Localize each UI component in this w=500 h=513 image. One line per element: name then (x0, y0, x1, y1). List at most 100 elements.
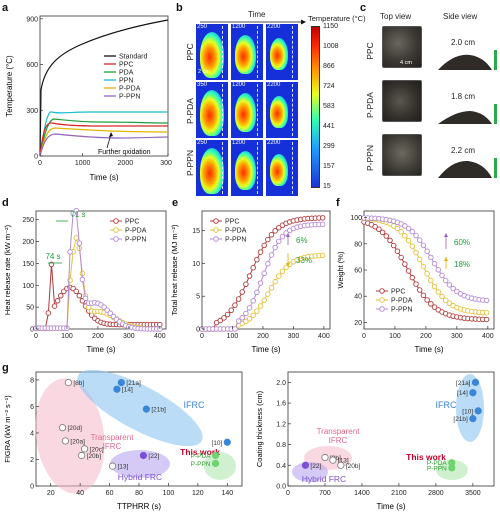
xtick-label: 1400 (354, 490, 370, 497)
series-marker (232, 326, 238, 332)
series-marker (416, 237, 423, 243)
panel-c-col-side: Side view (443, 12, 478, 21)
series-marker (51, 303, 58, 309)
legend-label-ppc: PPC (125, 219, 139, 226)
legend-label-p-ppn: P-PPN (125, 237, 146, 244)
legend-marker (213, 227, 219, 233)
ytick-label: 0.8 (276, 442, 286, 449)
xtick-label: 1000 (75, 160, 91, 167)
g2-region-ifrc (456, 374, 484, 442)
thermal-row-p-ppn: P-PPN (185, 150, 195, 176)
series-marker (319, 215, 326, 221)
dashed-guide (257, 26, 258, 78)
ytick-label: 100 (22, 283, 34, 290)
legend-label-p-pda: P-PDA (119, 86, 141, 93)
series-marker (232, 302, 238, 308)
series-marker (254, 289, 260, 296)
point-label: [8b] (73, 380, 84, 387)
series-marker (383, 233, 390, 239)
colorbar (311, 26, 320, 188)
point-label: [20b] (346, 463, 361, 470)
point-label: [13] (338, 458, 349, 465)
time-stamp: 1200 (232, 24, 246, 30)
oxidation-arrowhead (109, 132, 113, 137)
g1-label-hybrid: Hybrid FRC (118, 472, 162, 482)
g1-label-transparent: Transparent IFRC (91, 433, 135, 451)
series-marker (217, 317, 224, 324)
curve-p-ppn (39, 133, 169, 157)
series-marker (413, 232, 419, 239)
series-marker (442, 277, 449, 284)
legend-label-standard: Standard (119, 54, 148, 61)
ytick-label: 50 (26, 305, 34, 312)
thermal-scale-label: 2 cm (198, 69, 210, 75)
point-21a (117, 379, 125, 387)
xtick-label: 80 (135, 490, 143, 497)
series-marker (450, 285, 456, 292)
xtick-label: 100 (61, 333, 73, 340)
panel-letter-e: e (172, 197, 179, 209)
thermal-frame: 250 (196, 24, 228, 80)
ytick-label: 0 (196, 327, 200, 334)
series-marker (390, 242, 397, 249)
series-marker (435, 289, 442, 295)
dashed-guide (222, 142, 223, 194)
thermal-frame: 2200 (266, 82, 298, 138)
point-label: P-PDA (427, 460, 448, 467)
panel-a-ylabel: Temperature (°C) (5, 55, 14, 117)
panel-e-xlabel: Time (s) (251, 345, 280, 354)
xtick-label: 40 (76, 490, 84, 497)
point-20a (61, 437, 70, 445)
series-marker (424, 248, 430, 254)
series-marker (79, 276, 86, 283)
series-marker (246, 273, 253, 279)
series-marker (319, 252, 326, 259)
g1-label-ifrc: IFRC (184, 400, 205, 410)
legend-label-ppc: PPC (391, 289, 405, 296)
f-ann1: 60% (454, 238, 470, 247)
point-label: [20c] (90, 446, 104, 453)
g1-ylabel: FIGRA (kW m⁻² s⁻¹) (3, 395, 12, 463)
point-label: P-PPN (191, 461, 211, 468)
ytick-label: 150 (22, 261, 34, 268)
thermal-frame: 2200 (266, 140, 298, 196)
point-label: [14] (122, 387, 133, 394)
point-label: [14] (457, 390, 468, 397)
curve-ppc (39, 122, 168, 157)
e-ann1: 6% (296, 236, 308, 245)
series-marker (446, 282, 453, 288)
xtick-label: 2800 (428, 490, 444, 497)
xtick-label: 100 (163, 490, 175, 497)
ytick-label: 0.0 (276, 484, 286, 491)
g2-label-ifrc: IFRC (436, 400, 457, 410)
point-14 (113, 385, 121, 393)
ytick-label: 1.6 (276, 401, 286, 408)
panel-d-ylabel: Heat release rate (kW m⁻²) (3, 224, 12, 315)
point-13 (329, 456, 337, 464)
legend-marker (379, 306, 385, 312)
ytick-label: 60 (354, 268, 362, 275)
legend-label-p-pda: P-PDA (225, 228, 247, 235)
point-label: [10] (211, 440, 222, 447)
g2-plot-frame (287, 371, 495, 487)
series-marker (76, 292, 83, 299)
panel-e-ylabel: Total heat release (MJ m⁻²) (170, 224, 179, 316)
series-marker (276, 224, 282, 231)
flame-glow (235, 93, 256, 133)
point-label: [21b] (453, 416, 468, 423)
series-marker (265, 291, 271, 297)
series-marker (261, 297, 267, 304)
series-marker (73, 235, 79, 241)
series-marker (283, 230, 289, 236)
xtick-label: 200 (92, 333, 104, 340)
panel-a-xlabel: Time (s) (89, 173, 118, 182)
panel-a-annotation: Further oxidation (98, 149, 151, 156)
series-marker (446, 300, 453, 307)
g2-xticks: 0 700 1400 2100 2800 3500 (286, 483, 481, 497)
series-marker (243, 318, 249, 325)
time-stamp: 250 (197, 24, 208, 30)
xtick-label: 2000 (118, 160, 134, 167)
g1-this-work: This work (180, 447, 220, 457)
colorbar-tick: 157 (323, 163, 335, 170)
